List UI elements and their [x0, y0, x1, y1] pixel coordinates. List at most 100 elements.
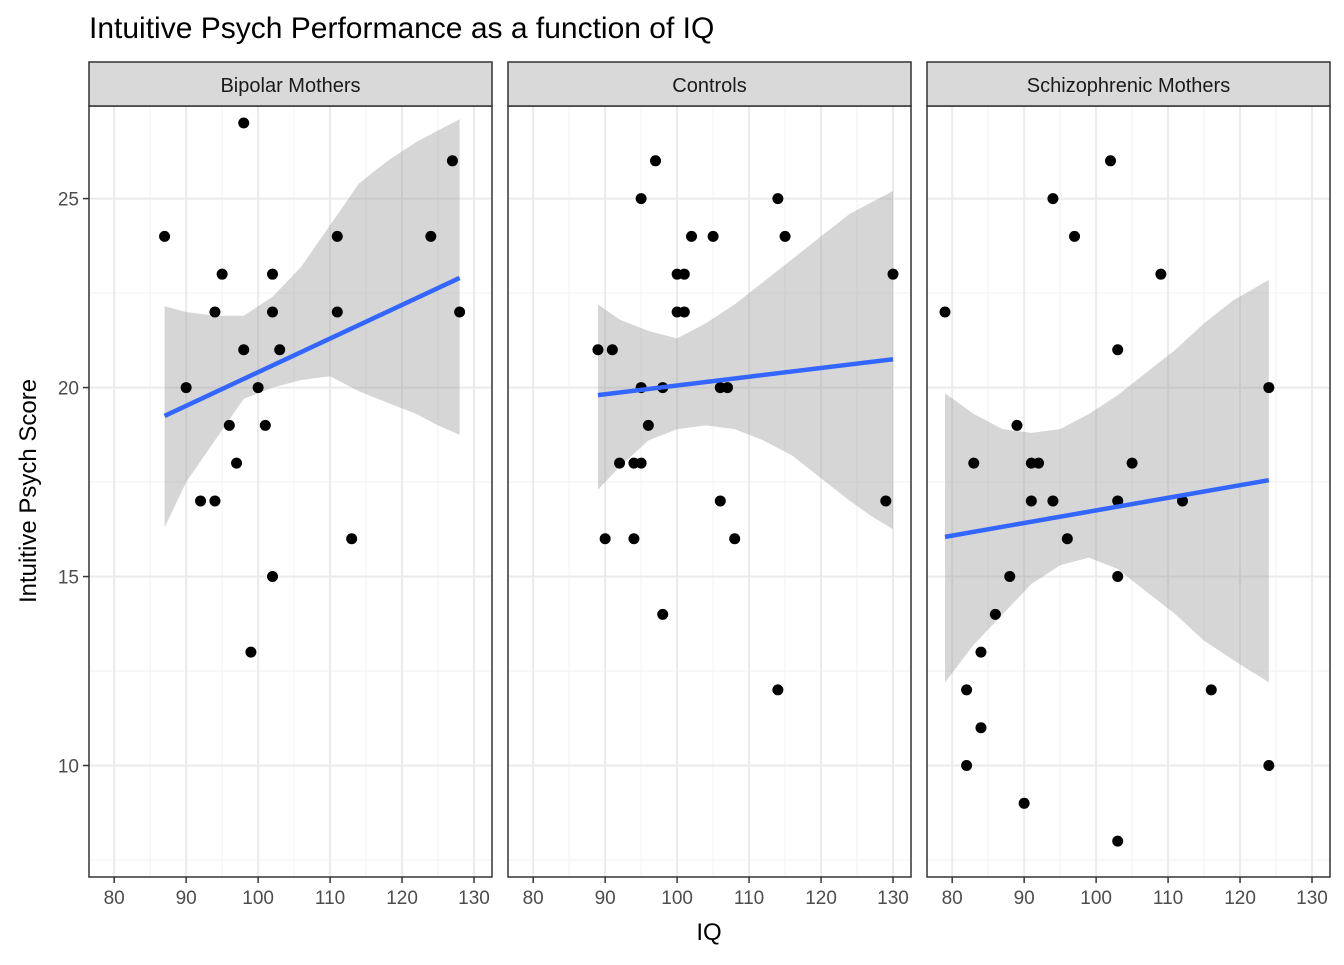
- data-point: [975, 646, 987, 658]
- data-point: [1263, 760, 1275, 772]
- data-point: [887, 268, 899, 280]
- confidence-band: [945, 279, 1269, 683]
- data-point: [216, 268, 228, 280]
- x-tick-label: 110: [315, 888, 345, 909]
- data-point: [1018, 797, 1030, 809]
- data-point: [635, 193, 647, 205]
- data-point: [961, 684, 973, 696]
- x-tick-label: 110: [734, 888, 764, 909]
- data-point: [1155, 268, 1167, 280]
- data-point: [267, 306, 279, 318]
- data-point: [1105, 155, 1117, 167]
- data-point: [989, 608, 1001, 620]
- data-point: [642, 419, 654, 431]
- data-point: [650, 155, 662, 167]
- regression-line: [944, 477, 1270, 540]
- data-point: [1061, 533, 1073, 545]
- data-point: [1112, 344, 1124, 356]
- data-point: [606, 344, 618, 356]
- data-point: [267, 571, 279, 583]
- data-point: [238, 344, 250, 356]
- x-tick-label: 90: [176, 888, 197, 909]
- x-tick-label: 120: [805, 888, 837, 909]
- data-point: [714, 495, 726, 507]
- confidence-band: [164, 119, 460, 528]
- x-tick-label: 80: [942, 888, 963, 909]
- data-point: [772, 684, 784, 696]
- data-point: [678, 268, 690, 280]
- x-tick-label: 80: [523, 888, 544, 909]
- x-tick-label: 90: [1014, 888, 1035, 909]
- confidence-band: [598, 191, 893, 530]
- regression-line: [163, 275, 461, 418]
- data-point: [1205, 684, 1217, 696]
- chart-title: Intuitive Psych Performance as a functio…: [89, 12, 714, 45]
- x-tick-label: 130: [1296, 888, 1328, 909]
- data-point: [1011, 419, 1023, 431]
- x-tick-label: 100: [1080, 888, 1112, 909]
- facet-panel: Controls 80 90 100 110 120 130: [507, 61, 912, 909]
- data-point: [1263, 382, 1275, 394]
- x-tick-label: 90: [595, 888, 616, 909]
- data-point: [678, 306, 690, 318]
- data-point: [592, 344, 604, 356]
- data-point: [267, 268, 279, 280]
- data-point: [1176, 495, 1188, 507]
- data-point: [180, 382, 192, 394]
- data-point: [1112, 495, 1124, 507]
- data-point: [454, 306, 466, 318]
- data-point: [259, 419, 271, 431]
- y-tick-label: 10: [58, 757, 79, 778]
- data-point: [346, 533, 358, 545]
- y-axis-label: Intuitive Psych Score: [15, 379, 42, 603]
- data-point: [779, 230, 791, 242]
- facet-strip: [926, 61, 1331, 107]
- facet-panel: Bipolar Mothers 80 90 100 110 120 130: [88, 61, 493, 909]
- facet-strip-label: Bipolar Mothers: [220, 75, 360, 97]
- data-point: [1004, 571, 1016, 583]
- data-point: [331, 230, 343, 242]
- data-point: [446, 155, 458, 167]
- data-point: [707, 230, 719, 242]
- x-axis-label: IQ: [696, 919, 721, 946]
- data-point: [195, 495, 207, 507]
- data-point: [628, 533, 640, 545]
- x-tick-label: 130: [458, 888, 490, 909]
- data-point: [880, 495, 892, 507]
- y-tick-label: 15: [58, 568, 79, 589]
- data-point: [231, 457, 243, 469]
- x-tick-label: 110: [1153, 888, 1183, 909]
- data-point: [1033, 457, 1045, 469]
- panel-background: [927, 106, 1330, 877]
- data-point: [635, 457, 647, 469]
- x-tick-label: 130: [877, 888, 909, 909]
- panel-background: [89, 106, 492, 877]
- data-point: [159, 230, 171, 242]
- data-point: [245, 646, 257, 658]
- x-tick-label: 80: [104, 888, 125, 909]
- x-tick-label: 100: [242, 888, 274, 909]
- regression-line: [597, 356, 894, 398]
- data-point: [238, 117, 250, 129]
- data-point: [252, 382, 264, 394]
- data-point: [209, 495, 221, 507]
- facet-strip-label: Schizophrenic Mothers: [1027, 75, 1230, 97]
- data-point: [209, 306, 221, 318]
- data-point: [657, 608, 669, 620]
- x-tick-label: 100: [661, 888, 693, 909]
- facet-strip: [88, 61, 493, 107]
- data-point: [1112, 835, 1124, 847]
- data-point: [599, 533, 611, 545]
- data-point: [1047, 193, 1059, 205]
- data-point: [614, 457, 626, 469]
- data-point: [1025, 495, 1037, 507]
- facet-strip: [507, 61, 912, 107]
- facet-panel: Schizophrenic Mothers 80 90 100 110 120 130: [926, 61, 1331, 909]
- data-point: [729, 533, 741, 545]
- panels-group: Bipolar Mothers 80 90 100 110 120 130 Controls 8…: [58, 61, 1331, 909]
- data-point: [331, 306, 343, 318]
- data-point: [1047, 495, 1059, 507]
- data-point: [425, 230, 437, 242]
